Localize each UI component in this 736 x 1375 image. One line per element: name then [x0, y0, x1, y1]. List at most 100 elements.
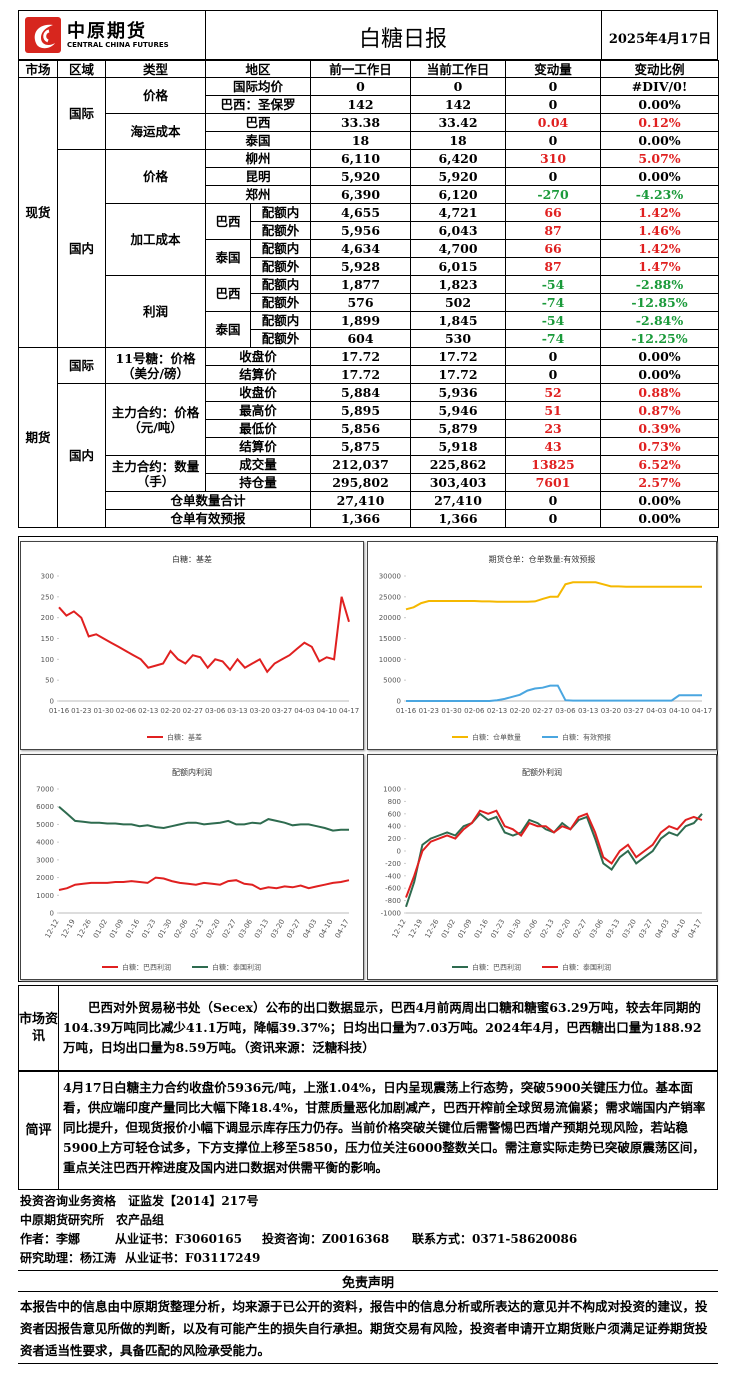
table-row: 仓单数量合计 27,410 27,410 0 0.00% — [19, 491, 720, 510]
y-tick-label: 10000 — [379, 656, 401, 664]
change-cell: 87 — [505, 221, 602, 240]
chart: 期货仓单：仓单数量:有效预报 0 5000 10000 15000 20000 25000 3… — [379, 554, 712, 742]
x-tick-label: 01-30 — [93, 707, 113, 715]
news-section: 市场资讯 巴西对外贸易秘书处（Secex）公布的出口数据显示，巴西4月前两周出口… — [18, 985, 718, 1071]
x-tick-label: 01-23 — [140, 918, 157, 940]
y-tick-label: -1000 — [381, 910, 401, 918]
y-tick-label: 0 — [397, 848, 401, 856]
pct-cell: 0.00% — [600, 347, 720, 366]
table-row: 郑州 6,390 6,120 -270 -4.23% — [19, 185, 720, 204]
series-line — [58, 805, 349, 832]
cur-cell: 5,879 — [410, 419, 507, 438]
table-row: 泰国 配额内 4,634 4,700 66 1.42% — [19, 239, 720, 276]
place-cell: 仓单数量合计 — [104, 491, 312, 510]
change-cell: 0 — [505, 131, 602, 150]
legend-label: 白糖：基差 — [167, 733, 202, 742]
author: 作者：李娜 — [20, 1232, 81, 1246]
header-cell: 当前工作日 — [410, 60, 507, 78]
cur-cell: 5,946 — [410, 401, 507, 420]
x-tick-label: 04-10 — [670, 918, 687, 940]
header: 中原期货 CENTRAL CHINA FUTURES 白糖日报 2025年4月1… — [18, 10, 718, 60]
x-tick-label: 03-20 — [621, 918, 638, 940]
x-tick-label: 03-27 — [285, 918, 302, 940]
table-row: 加工成本 巴西 配额内 4,655 4,721 66 1.42% — [19, 203, 720, 276]
pct-cell: 0.00% — [600, 167, 720, 186]
y-tick-label: 2000 — [36, 874, 54, 882]
x-tick-label: 01-09 — [456, 918, 473, 940]
change-cell: -54 — [505, 311, 602, 330]
series-line — [405, 581, 702, 611]
x-tick-label: 03-13 — [578, 707, 598, 715]
change-cell: 66 — [505, 239, 602, 258]
x-tick-label: 01-16 — [49, 707, 70, 715]
pct-cell: 0.00% — [600, 509, 720, 528]
table-row: 配额外 604 530 -74 -12.25% — [19, 329, 720, 348]
chart-box: 配额外利润 -1000 -800 -600 -400 -200 0 200 400 600 800 1… — [367, 754, 717, 980]
legend-label: 白糖：仓单数量 — [472, 733, 521, 742]
table-row: 泰国 18 18 0 0.00% — [19, 131, 720, 150]
y-tick-label: 300 — [41, 573, 54, 581]
chart-panel — [18, 536, 718, 982]
chart-box: 期货仓单：仓单数量:有效预报 0 5000 10000 15000 20000 25000 3… — [367, 541, 717, 750]
x-tick-label: 03-13 — [253, 918, 270, 940]
x-tick-label: 02-20 — [555, 918, 572, 940]
chart-title: 配额外利润 — [522, 767, 562, 777]
assistant: 研究助理：杨江涛 — [20, 1251, 117, 1265]
x-tick-label: 02-27 — [183, 707, 203, 715]
prev-cell: 604 — [310, 329, 412, 348]
change-cell: 0.04 — [505, 113, 602, 132]
prev-cell: 5,956 — [310, 221, 412, 240]
prev-cell: 142 — [310, 95, 412, 114]
divider — [18, 1270, 718, 1271]
logo-en: CENTRAL CHINA FUTURES — [67, 41, 169, 49]
change-cell: 51 — [505, 401, 602, 420]
date: 2025年4月17日 — [608, 32, 712, 47]
type-cell: 11号糖：价格（美分/磅） — [105, 347, 206, 384]
change-cell: -54 — [505, 275, 602, 294]
table-row: 昆明 5,920 5,920 0 0.00% — [19, 167, 720, 186]
y-tick-label: 0 — [397, 698, 401, 706]
prev-cell: 5,928 — [310, 257, 412, 276]
prev-cell: 576 — [310, 293, 412, 312]
pct-cell: -4.23% — [600, 185, 720, 204]
x-tick-label: 04-10 — [669, 707, 689, 715]
cur-cell: 225,862 — [410, 455, 507, 474]
cur-cell: 6,420 — [410, 149, 507, 168]
place-cell: 昆明 — [204, 167, 312, 186]
x-tick-label: 01-30 — [506, 918, 523, 940]
place-cell: 结算价 — [204, 365, 312, 384]
y-tick-label: 20000 — [379, 614, 401, 622]
y-tick-label: 50 — [45, 677, 54, 685]
pct-cell: 0.87% — [600, 401, 720, 420]
x-tick-label: 03-20 — [601, 707, 621, 715]
y-tick-label: 5000 — [383, 677, 401, 685]
divider — [18, 1291, 718, 1292]
x-tick-label: 01-23 — [419, 707, 439, 715]
y-tick-label: 0 — [50, 698, 54, 706]
prev-cell: 4,634 — [310, 239, 412, 258]
x-tick-label: 12-19 — [60, 918, 77, 940]
series-line — [58, 876, 350, 891]
x-tick-label: 02-27 — [221, 918, 238, 940]
change-cell: 0 — [505, 347, 602, 366]
cur-cell: 17.72 — [410, 347, 507, 366]
y-tick-label: 150 — [41, 635, 54, 643]
x-tick-label: 12-19 — [407, 918, 424, 940]
x-tick-label: 02-06 — [116, 707, 137, 715]
table-row: 现货 国际 价格 国际均价 0 0 0 #DIV/0! — [18, 77, 720, 348]
x-tick-label: 12-12 — [44, 918, 61, 940]
x-tick-label: 02-27 — [572, 918, 589, 940]
place-cell: 配额外 — [249, 293, 312, 312]
x-tick-label: 03-20 — [250, 707, 270, 715]
comment-text: 4月17日白糖主力合约收盘价5936元/吨，上涨1.04%，日内呈现震荡上行态势… — [63, 1080, 706, 1175]
change-cell: 0 — [505, 491, 602, 510]
y-tick-label: 7000 — [36, 786, 54, 794]
x-tick-label: 12-26 — [76, 918, 93, 940]
prev-cell: 5,920 — [310, 167, 412, 186]
y-tick-label: 200 — [41, 614, 54, 622]
x-tick-label: 04-17 — [339, 707, 359, 715]
qualification: 投资咨询业务资格 证监发【2014】217号 — [20, 1194, 259, 1208]
x-tick-label: 12-26 — [424, 918, 441, 940]
table-row: 国内 主力合约：价格（元/吨） 收盘价 5,884 5,936 52 0.88% — [19, 383, 720, 528]
change-cell: 310 — [505, 149, 602, 168]
